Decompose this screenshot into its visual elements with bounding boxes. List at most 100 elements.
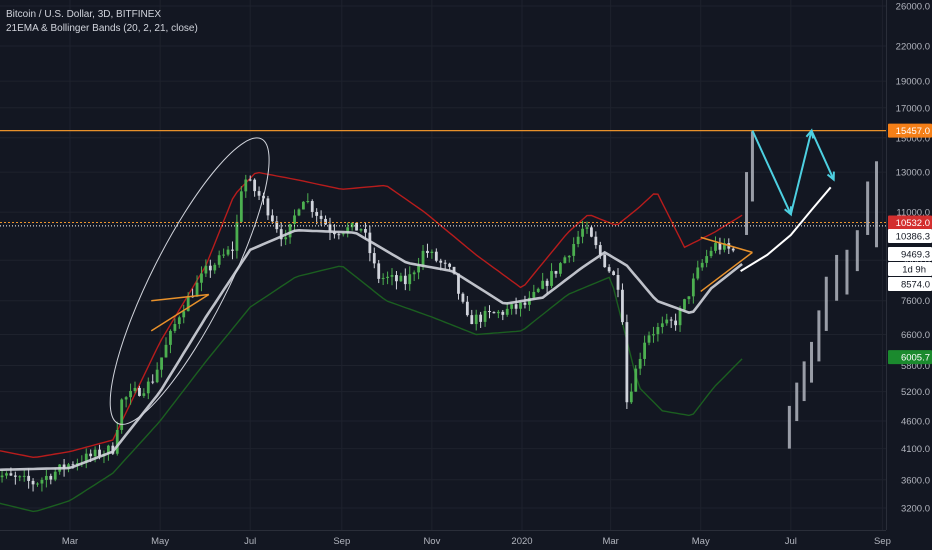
candle-body [182, 311, 186, 318]
candle-body [510, 304, 514, 309]
candle-body [239, 191, 243, 222]
triangle-upper-line[interactable] [151, 293, 209, 302]
candle-body [434, 251, 438, 261]
candle-body [465, 301, 469, 316]
candle-body [616, 275, 620, 290]
indicator-title[interactable]: 21EMA & Bollinger Bands (20, 2, 21, clos… [6, 23, 198, 34]
candle-body [678, 309, 682, 326]
projection-bar [875, 161, 879, 248]
candle-body [514, 304, 518, 309]
candle-body [253, 179, 257, 192]
candle-body [350, 222, 354, 228]
price-axis[interactable]: 26000.0 22000.0 19000.0 17000.0 15000.0 13000… [896, 2, 930, 515]
projection-arrow[interactable] [751, 130, 792, 215]
candle-body [505, 308, 509, 315]
candle-body [248, 179, 252, 181]
candle-body [36, 483, 39, 485]
candle-body [0, 475, 4, 478]
projection-arrow[interactable] [789, 130, 813, 215]
candle-body [18, 476, 22, 478]
projection-bar [817, 310, 821, 362]
candle-body [660, 323, 664, 328]
triangle-upper-line[interactable] [700, 236, 753, 254]
candle-body [563, 257, 567, 264]
candle-body [412, 272, 416, 275]
candle-body [669, 319, 673, 321]
projection-bar [824, 276, 828, 331]
candle-body [585, 227, 589, 229]
ellipse-annotation[interactable] [84, 122, 296, 441]
price-badge [888, 350, 932, 365]
candle-body [93, 449, 97, 457]
candle-body [399, 275, 403, 282]
candle-body [341, 233, 345, 235]
candle-body [372, 253, 376, 264]
ema-21-line [0, 228, 743, 472]
projection-bar [855, 230, 859, 272]
candle-body [310, 201, 314, 212]
candle-body [439, 260, 443, 263]
symbol-title[interactable]: Bitcoin / U.S. Dollar, 3D, BITFINEX [6, 9, 162, 20]
candle-body [337, 234, 341, 236]
candle-body [603, 254, 607, 268]
candle-body [643, 342, 647, 359]
candle-body [714, 242, 717, 251]
candle-body [275, 221, 279, 230]
candle-body [576, 236, 580, 244]
time-axis[interactable]: Mar May Jul Sep Nov 2020 Mar May Jul Sep [62, 536, 891, 547]
candle-body [700, 262, 704, 268]
triangle-lower-line[interactable] [700, 251, 753, 293]
price-tick-label: 6600.0 [901, 330, 930, 341]
candle-body [457, 273, 460, 294]
candle-body [629, 391, 633, 403]
candle-body [527, 297, 531, 305]
candle-body [5, 473, 8, 476]
triangle-lower-line[interactable] [150, 293, 210, 332]
price-badge-label: 6005.7 [901, 353, 930, 364]
candle-body [124, 397, 128, 400]
projection-bars [745, 131, 879, 449]
candle-body [22, 475, 26, 477]
candle-body [598, 245, 602, 255]
candle-body [687, 296, 691, 300]
projection-bar [835, 254, 839, 301]
candle-body [13, 475, 17, 477]
projection-bar [810, 341, 814, 383]
candle-body [301, 201, 305, 210]
candle-body [479, 314, 483, 322]
candle-body [390, 275, 394, 277]
candle-body [656, 327, 660, 335]
projection-arrow[interactable] [810, 130, 835, 180]
candle-body [213, 264, 217, 271]
price-tick-label: 5800.0 [901, 361, 930, 372]
candle-body [709, 250, 713, 257]
candle-body [705, 256, 709, 263]
candle-body [625, 322, 629, 403]
candle-body [519, 302, 522, 309]
candle-body [421, 250, 425, 266]
candle-body [173, 324, 177, 331]
candle-body [62, 464, 66, 469]
candle-body [27, 475, 31, 481]
candle-body [315, 211, 319, 216]
candle-body [217, 255, 221, 265]
projection-curve[interactable] [740, 186, 832, 272]
candle-body [594, 236, 598, 246]
candle-body [470, 315, 474, 325]
projection-bar [845, 249, 849, 295]
arrow-head [805, 128, 815, 139]
time-tick-label: Mar [602, 536, 618, 547]
candle-body [621, 289, 624, 323]
candle-body [195, 282, 199, 297]
candle-body [652, 334, 655, 336]
candle-body [417, 265, 421, 273]
candle-body [98, 449, 101, 457]
candle-body [40, 479, 44, 484]
candle-body [474, 314, 478, 325]
price-tick-label: 3200.0 [901, 504, 930, 515]
candle-body [120, 399, 124, 430]
price-badge-label: 8574.0 [901, 280, 930, 291]
candle-body [541, 280, 545, 289]
price-tick-label: 7600.0 [901, 296, 930, 307]
